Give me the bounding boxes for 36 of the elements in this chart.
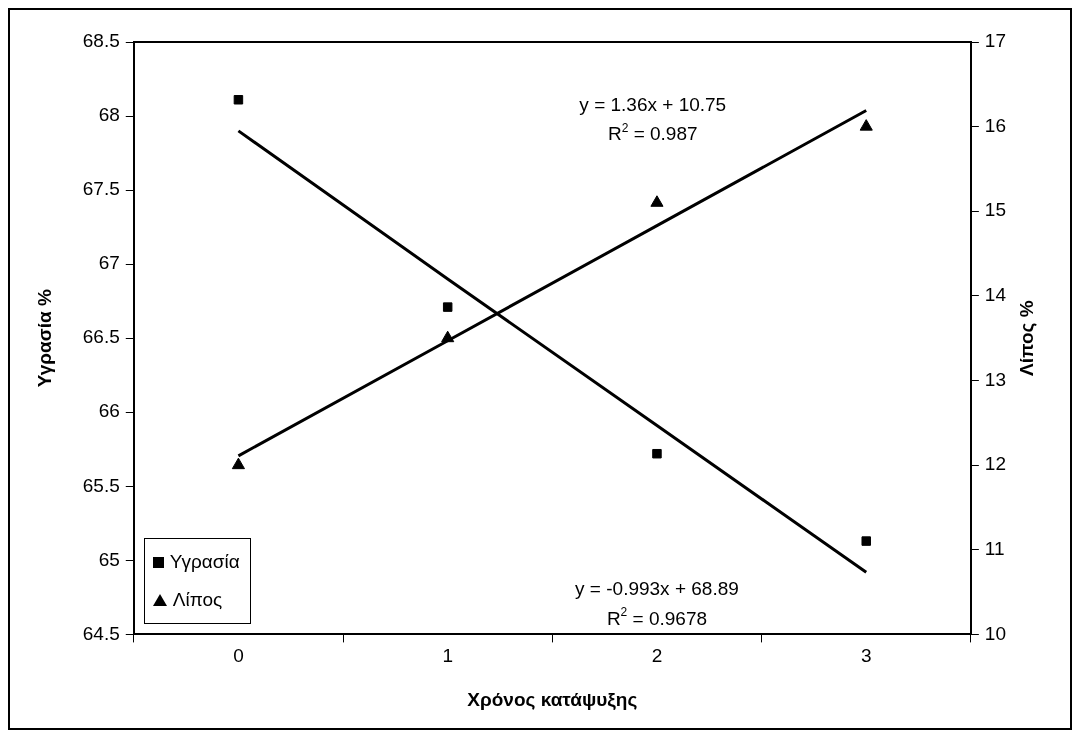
x-tick-label: 0 (233, 645, 244, 667)
y-axis-title: Υγρασία % (33, 289, 55, 388)
y-tick-label: 65.5 (82, 474, 120, 496)
y2-tick-label: 12 (984, 453, 1007, 475)
y2-tick-label: 10 (984, 622, 1007, 644)
point (652, 448, 662, 459)
point (233, 95, 244, 105)
y2-tick-label: 16 (984, 114, 1007, 136)
point (441, 330, 455, 343)
x-axis-title: Χρόνος κατάψυξης (467, 688, 638, 711)
y-tick-label: 68.5 (82, 30, 120, 52)
x-tick-label: 2 (651, 645, 663, 667)
x-tick-label: 3 (860, 645, 872, 667)
y2-tick-label: 11 (984, 538, 1005, 560)
y2-tick-label: 13 (984, 368, 1007, 390)
y2-tick-label: 14 (984, 284, 1007, 306)
x-tick-label: 1 (442, 645, 453, 667)
point (859, 119, 873, 131)
point (231, 457, 245, 470)
y-tick-label: 65 (98, 548, 120, 570)
y2-axis-title: Λίπος % (1016, 300, 1038, 377)
annotation: y = -0.993x + 68.89 (575, 577, 739, 599)
point (442, 302, 453, 312)
y-tick-label: 66.5 (82, 326, 120, 348)
legend-label: Υγρασία (169, 550, 240, 575)
y-tick-label: 66 (98, 400, 120, 422)
y-tick-label: 64.5 (82, 622, 120, 644)
y-tick-label: 67 (98, 252, 120, 274)
y2-tick-label: 15 (984, 199, 1007, 221)
point (650, 195, 664, 207)
point (861, 536, 871, 546)
annotation: y = 1.36x + 10.75 (579, 93, 727, 115)
legend-label: Λίπος (172, 588, 223, 613)
y-tick-label: 67.5 (82, 178, 120, 200)
y2-tick-label: 17 (984, 30, 1007, 52)
y-tick-label: 68 (98, 104, 120, 126)
